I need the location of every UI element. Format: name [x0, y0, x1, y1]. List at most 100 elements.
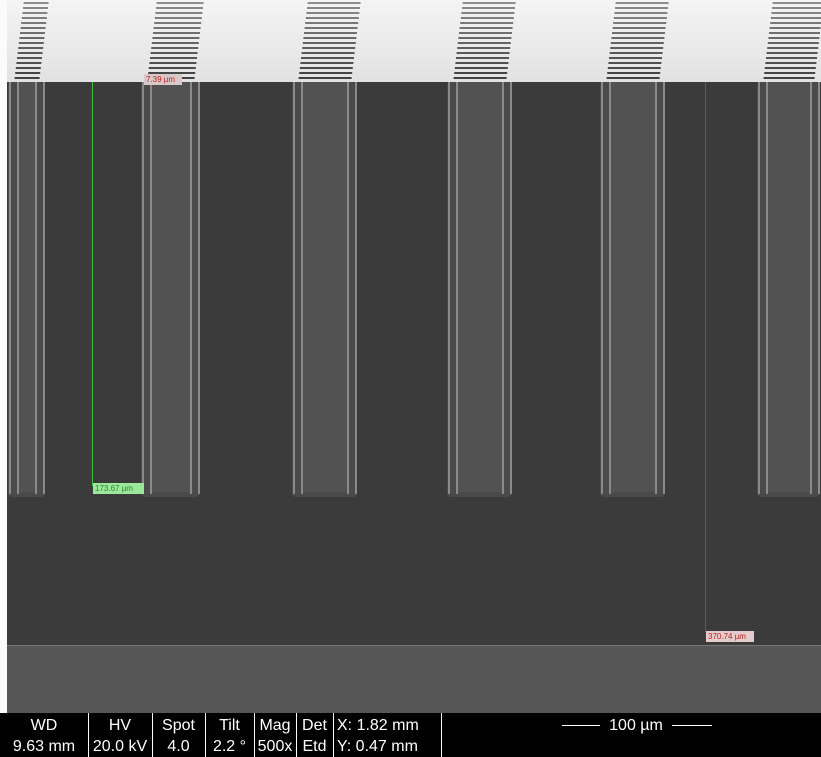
trench-wall: [609, 82, 611, 494]
stripe: [454, 72, 507, 74]
trench-wall: [190, 82, 192, 494]
position-x: X: 1.82 mm: [337, 717, 419, 734]
stripe: [299, 77, 352, 79]
info-header: WD: [31, 717, 58, 734]
stripe: [770, 27, 821, 29]
stripe: [455, 67, 508, 69]
stripe: [307, 7, 360, 9]
stripe: [24, 2, 49, 4]
info-value: 2.2 °: [213, 738, 246, 755]
stripe: [149, 62, 196, 64]
stripe: [458, 37, 511, 39]
stripe: [15, 72, 40, 74]
stripe: [613, 22, 666, 24]
stripe: [615, 7, 668, 9]
stripe: [304, 32, 357, 34]
trench-wall: [758, 82, 760, 494]
trench-core: [767, 82, 810, 492]
stripe: [306, 17, 359, 19]
page: 7.39 µm 173.67 µm 370.74 µm WD9.63 mmHV2…: [0, 0, 821, 757]
stripe: [454, 77, 507, 79]
stripe: [611, 37, 664, 39]
trench-wall: [43, 82, 45, 494]
stripe: [612, 32, 665, 34]
measure-label: 173.67 µm: [95, 484, 133, 493]
stripe: [455, 62, 508, 64]
stripe: [609, 57, 662, 59]
trench-wall: [810, 82, 812, 494]
stripe: [19, 42, 44, 44]
trench-wall: [293, 82, 295, 494]
trench-core: [18, 82, 35, 492]
stripe: [15, 77, 40, 79]
stripe: [305, 22, 358, 24]
trench-wall: [142, 82, 144, 494]
trench-wall: [301, 82, 303, 494]
stripe: [608, 67, 661, 69]
stripe: [765, 67, 816, 69]
sem-image: 7.39 µm 173.67 µm 370.74 µm WD9.63 mmHV2…: [0, 0, 821, 757]
stripe: [154, 27, 201, 29]
stripe: [610, 52, 663, 54]
stripe: [154, 22, 201, 24]
stripe: [300, 62, 353, 64]
base-layer: [7, 645, 821, 713]
stripe: [461, 12, 514, 14]
stripe: [462, 7, 515, 9]
trench-wall: [150, 82, 152, 494]
trench-wall: [510, 82, 512, 494]
stripe: [767, 47, 818, 49]
trench-wall: [502, 82, 504, 494]
stripe: [152, 42, 199, 44]
info-value: 20.0 kV: [93, 738, 148, 755]
stripe: [461, 17, 514, 19]
trench-wall: [355, 82, 357, 494]
trench-wall: [17, 82, 19, 494]
stripe: [23, 7, 48, 9]
stripe: [299, 72, 352, 74]
stripe: [149, 67, 196, 69]
trench-wall: [456, 82, 458, 494]
trench-wall: [198, 82, 200, 494]
stripe: [770, 22, 821, 24]
info-header: HV: [109, 717, 132, 734]
trench-wall: [663, 82, 665, 494]
stripe: [457, 52, 510, 54]
stripe: [608, 62, 661, 64]
stripe: [614, 12, 667, 14]
stripe: [21, 27, 46, 29]
stripe: [768, 37, 819, 39]
trench-wall: [9, 82, 11, 494]
stripe: [613, 27, 666, 29]
stripe: [152, 37, 199, 39]
info-value: 500x: [258, 738, 293, 755]
stripe: [22, 17, 47, 19]
stripe: [153, 32, 200, 34]
stripe: [305, 27, 358, 29]
stripe: [771, 12, 821, 14]
trench-wall: [601, 82, 603, 494]
stripe: [611, 42, 664, 44]
stripe: [610, 47, 663, 49]
stripe: [302, 47, 355, 49]
top-surface: [7, 0, 821, 82]
stripe: [156, 7, 203, 9]
stripe: [456, 57, 509, 59]
stripe: [767, 52, 818, 54]
info-header: Spot: [162, 717, 195, 734]
trench-core: [457, 82, 502, 492]
stripe: [18, 47, 43, 49]
substrate: [7, 82, 821, 645]
measure-label: 7.39 µm: [146, 75, 175, 84]
measure-label: 370.74 µm: [708, 632, 746, 641]
stripe: [764, 72, 815, 74]
stripe: [772, 7, 821, 9]
stripe: [19, 37, 44, 39]
trench-wall: [448, 82, 450, 494]
stripe: [22, 12, 47, 14]
stripe: [16, 67, 41, 69]
stripe: [150, 57, 197, 59]
stripe: [766, 57, 817, 59]
stripe: [17, 57, 42, 59]
stripe: [607, 72, 660, 74]
